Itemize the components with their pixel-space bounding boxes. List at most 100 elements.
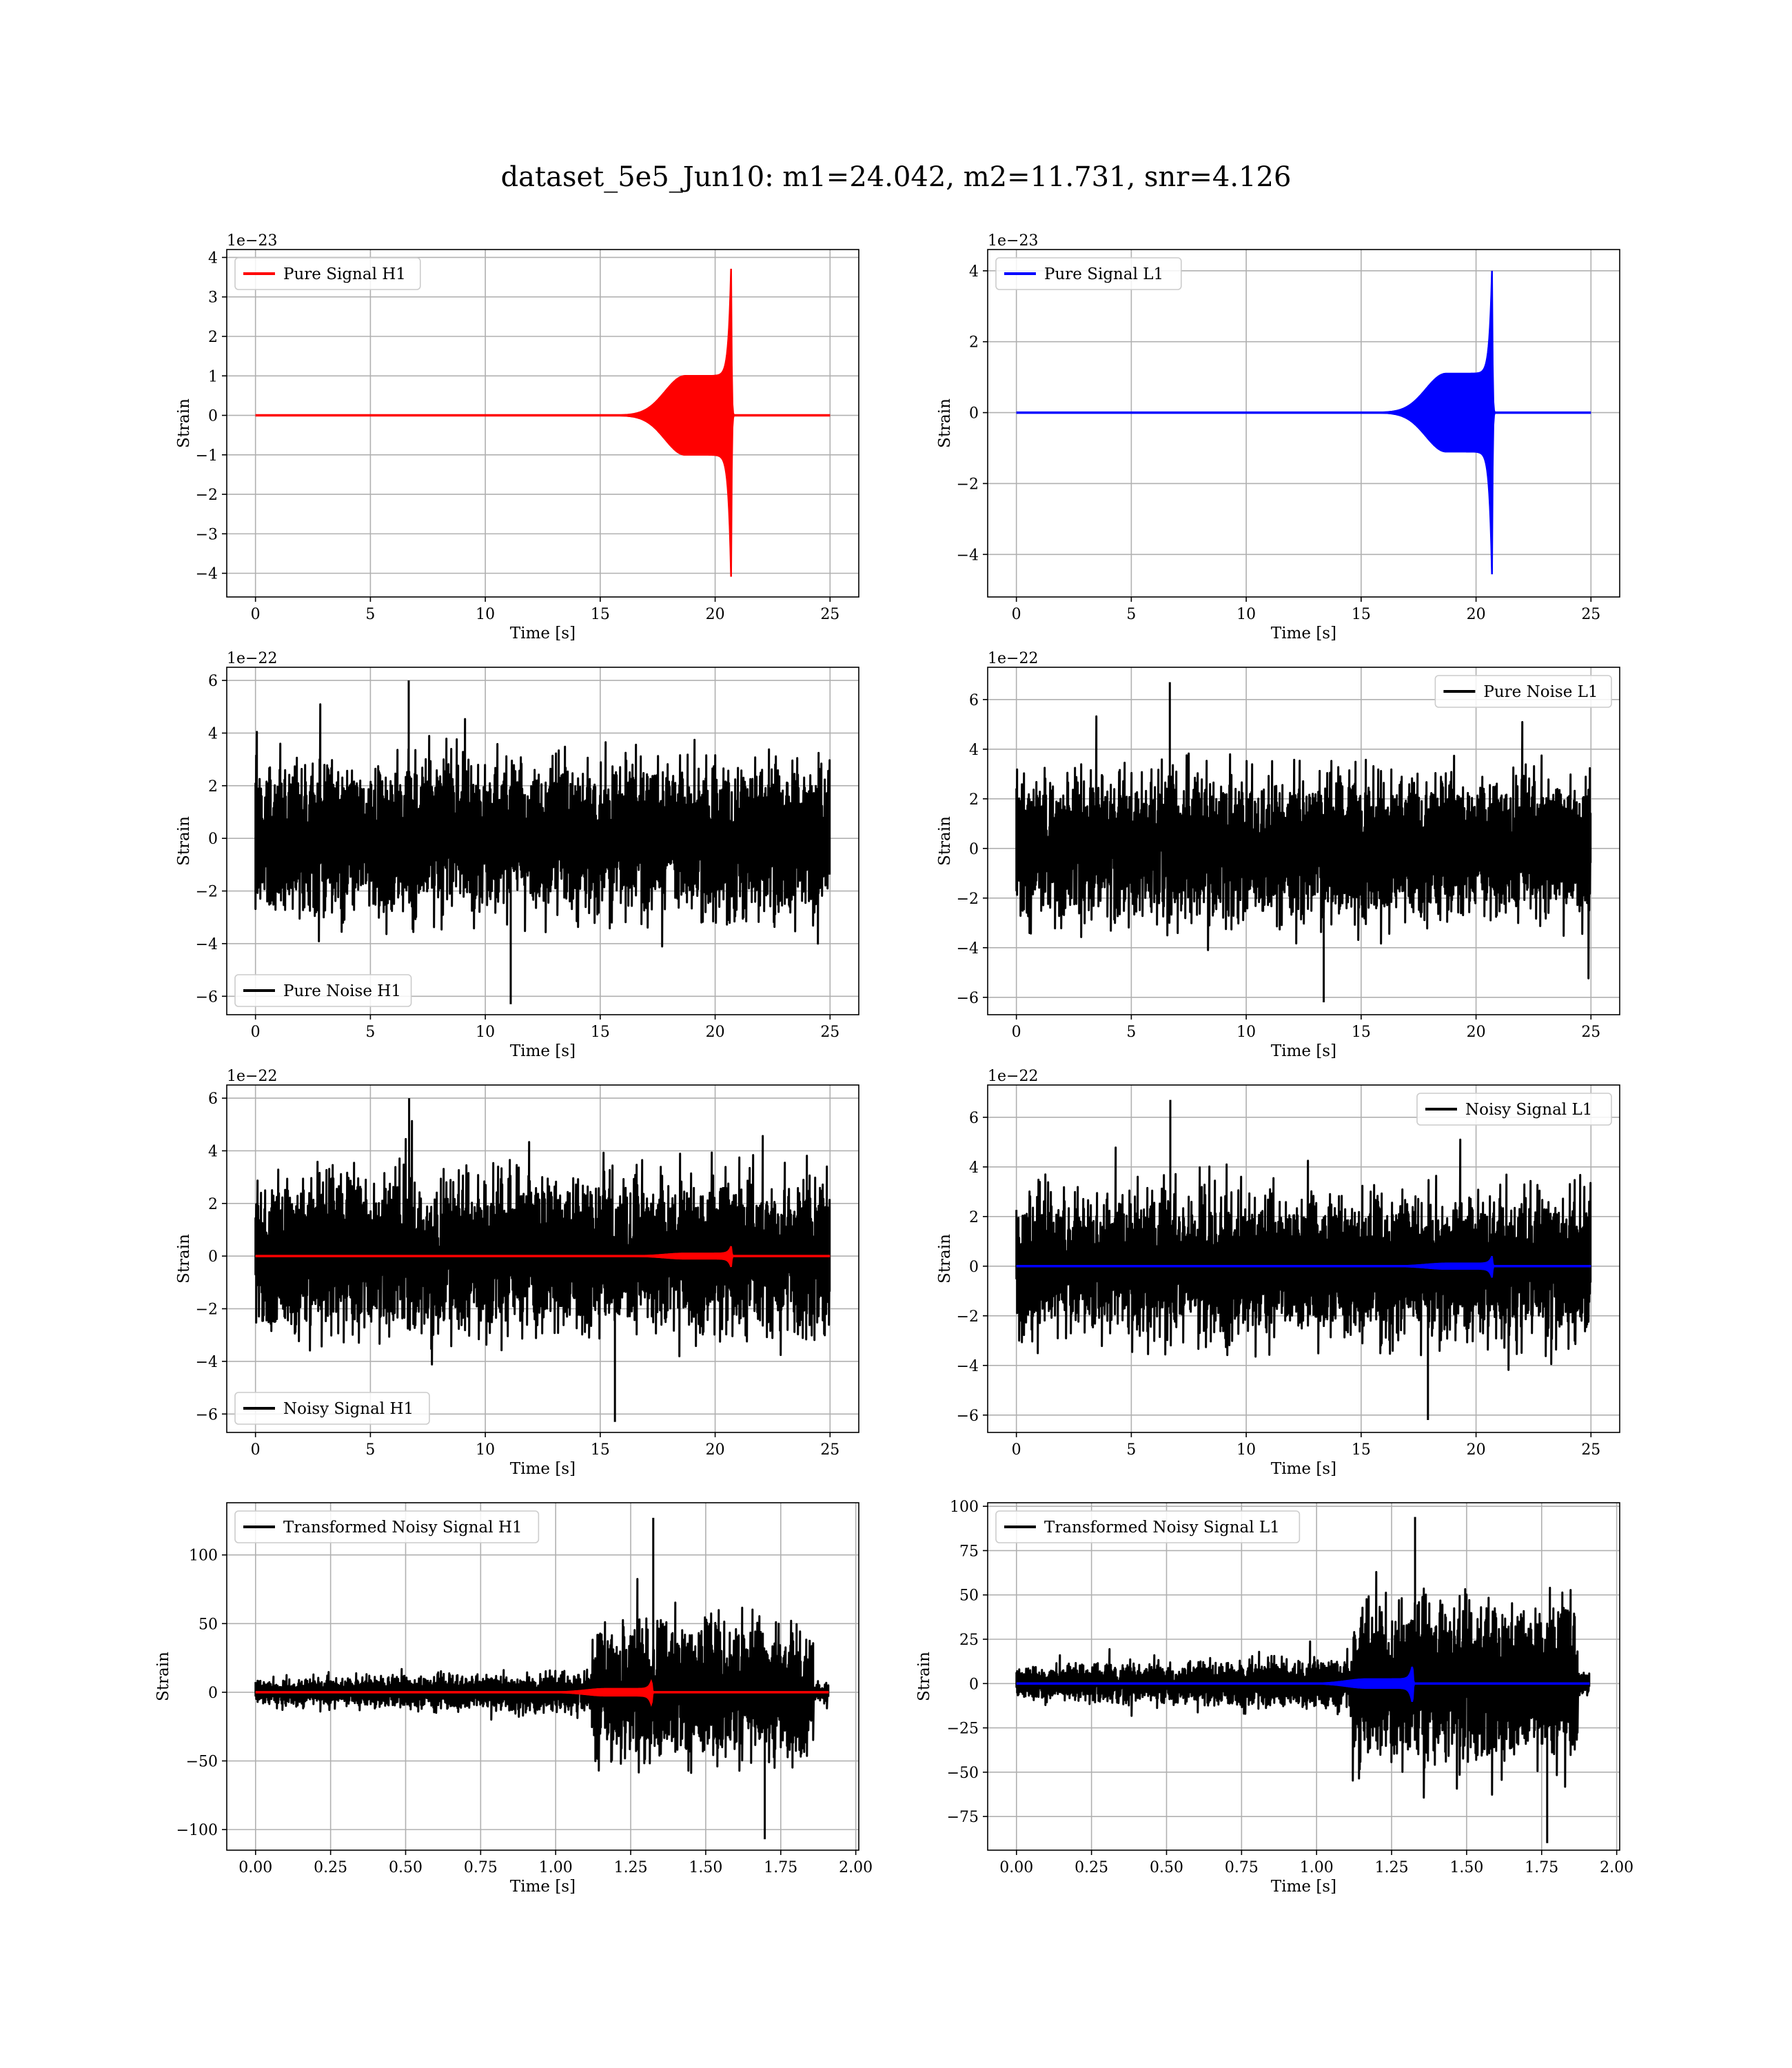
y-tick-label: −6 <box>957 990 979 1007</box>
axes-frame <box>987 667 1620 1015</box>
x-tick-label: 20 <box>1467 606 1486 623</box>
x-tick-label: 1.00 <box>1300 1859 1334 1876</box>
x-tick-label: 2.00 <box>1600 1859 1633 1876</box>
y-tick-label: −1 <box>196 447 218 465</box>
figure-suptitle: dataset_5e5_Jun10: m1=24.042, m2=11.731,… <box>501 161 1292 193</box>
x-tick-label: 0.75 <box>464 1859 498 1876</box>
y-tick-label: −50 <box>947 1765 979 1782</box>
x-tick-label: 1.75 <box>764 1859 797 1876</box>
x-tick-label: 25 <box>1581 1441 1600 1459</box>
x-axis-label: Time [s] <box>1271 1460 1336 1478</box>
y-tick-label: 100 <box>950 1499 979 1516</box>
x-tick-label: 25 <box>820 1024 839 1041</box>
x-tick-label: 10 <box>476 1441 495 1459</box>
x-tick-label: 0 <box>251 606 261 623</box>
y-tick-label: −2 <box>957 1308 979 1326</box>
x-tick-label: 5 <box>365 606 375 623</box>
subplot-row4-left: 0.00 0.25 0.50 0.75 1.00 1.25 1.50 1.75 2.00 −100… <box>154 1502 873 1896</box>
x-tick-label: 10 <box>476 1024 495 1041</box>
x-tick-label: 25 <box>1581 1024 1600 1041</box>
legend-frame <box>995 257 1182 290</box>
axis-offset-text: 1e−22 <box>988 1068 1038 1085</box>
y-tick-label: −2 <box>196 1301 218 1319</box>
y-axis-label: Strain <box>915 1652 933 1701</box>
y-tick-label: 0 <box>208 831 218 848</box>
legend-frame <box>1416 1093 1612 1126</box>
x-tick-label: 20 <box>706 1441 725 1459</box>
y-tick-label: 0 <box>969 1676 979 1693</box>
x-tick-label: 1.75 <box>1525 1859 1558 1876</box>
y-tick-label: −4 <box>957 1358 979 1375</box>
axes-frame <box>226 667 859 1015</box>
y-tick-label: 2 <box>969 1209 979 1226</box>
legend-label: Pure Noise L1 <box>1483 683 1598 701</box>
legend-label: Transformed Noisy Signal H1 <box>283 1519 522 1537</box>
y-tick-label: 1 <box>208 368 218 385</box>
x-tick-label: 5 <box>1126 606 1136 623</box>
legend-label: Noisy Signal H1 <box>283 1400 414 1418</box>
legend-frame <box>1434 675 1612 708</box>
y-tick-label: 25 <box>959 1632 979 1649</box>
x-tick-label: 0 <box>1012 606 1021 623</box>
x-tick-label: 15 <box>591 1024 610 1041</box>
y-tick-label: 4 <box>208 725 218 742</box>
legend-label: Transformed Noisy Signal L1 <box>1044 1519 1280 1537</box>
legend: Pure Noise H1 <box>234 974 412 1007</box>
legend: Pure Signal H1 <box>234 257 421 290</box>
x-tick-label: 0 <box>251 1441 261 1459</box>
legend-frame <box>995 1510 1301 1543</box>
x-tick-label: 0.50 <box>389 1859 422 1876</box>
subplot-row2-right: 0 5 10 15 20 25 −6 −4 −2 0 2 4 6 Time [s] Strain 1e−22 P… <box>936 650 1620 1060</box>
x-tick-label: 10 <box>1236 606 1256 623</box>
subplot-row2-left: 0 5 10 15 20 25 −6 −4 −2 0 2 4 6 Time [s] Strain 1e−22 P… <box>175 650 859 1060</box>
plot-area <box>254 1098 831 1422</box>
axes-frame <box>987 249 1620 598</box>
y-tick-label: 4 <box>969 263 979 281</box>
x-tick-label: 1.50 <box>689 1859 722 1876</box>
axes-frame <box>226 249 859 598</box>
x-tick-label: 5 <box>365 1024 375 1041</box>
legend-frame <box>234 1392 430 1425</box>
axis-offset-text: 1e−22 <box>227 650 277 667</box>
x-axis-label: Time [s] <box>510 1042 576 1060</box>
plot-area <box>1015 1099 1592 1420</box>
y-tick-label: 2 <box>208 778 218 795</box>
legend-frame <box>234 1510 540 1543</box>
y-tick-label: −25 <box>947 1721 979 1738</box>
x-tick-label: 10 <box>1236 1024 1256 1041</box>
y-tick-label: −4 <box>196 566 218 583</box>
y-tick-label: 0 <box>969 841 979 858</box>
series-envelope <box>255 268 830 577</box>
legend: Noisy Signal H1 <box>234 1392 430 1425</box>
x-tick-label: 1.00 <box>539 1859 573 1876</box>
x-tick-label: 1.50 <box>1449 1859 1483 1876</box>
x-axis-label: Time [s] <box>510 1460 576 1478</box>
y-tick-label: 2 <box>208 1196 218 1213</box>
legend: Transformed Noisy Signal L1 <box>995 1510 1301 1543</box>
plot-area <box>254 1517 830 1840</box>
x-tick-label: 5 <box>1126 1024 1136 1041</box>
legend-label: Noisy Signal L1 <box>1465 1101 1592 1119</box>
subplot-row1-left: 0 5 10 15 20 25 −4 −3 −2 −1 0 1 2 3 4 Time [s] Strain 1e−… <box>175 232 859 642</box>
x-tick-label: 0 <box>1012 1024 1021 1041</box>
subplot-row3-left: 0 5 10 15 20 25 −6 −4 −2 0 2 4 6 Time [s] Strain 1e−22 N… <box>175 1068 859 1478</box>
x-tick-label: 0 <box>251 1024 261 1041</box>
grid-lines <box>988 250 1620 597</box>
x-tick-label: 15 <box>591 606 610 623</box>
y-tick-label: 75 <box>959 1543 979 1560</box>
y-tick-label: −6 <box>196 1406 218 1423</box>
y-tick-label: 0 <box>208 408 218 425</box>
x-tick-label: 0.25 <box>314 1859 347 1876</box>
x-tick-label: 0.50 <box>1150 1859 1183 1876</box>
series-line <box>1015 1517 1591 1843</box>
legend: Transformed Noisy Signal H1 <box>234 1510 540 1543</box>
x-tick-label: 0.25 <box>1075 1859 1108 1876</box>
legend: Pure Signal L1 <box>995 257 1182 290</box>
axes-frame <box>987 1084 1620 1433</box>
y-tick-label: −2 <box>957 476 979 493</box>
plot-area <box>255 268 831 577</box>
y-axis-label: Strain <box>936 398 954 448</box>
x-tick-label: 15 <box>1352 1024 1371 1041</box>
